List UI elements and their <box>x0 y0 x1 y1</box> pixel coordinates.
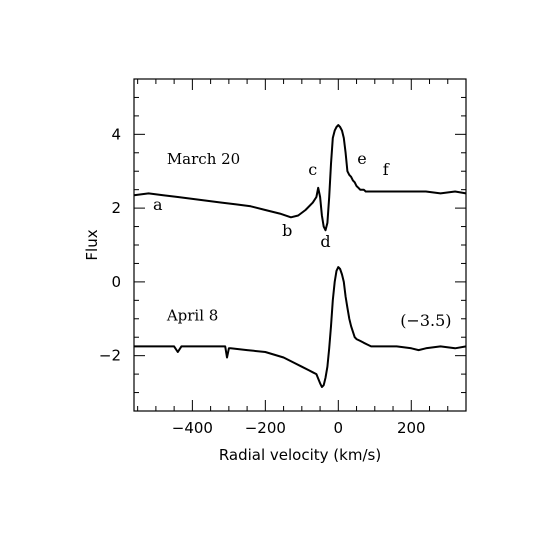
axis-ticks <box>134 78 467 412</box>
y-tick-labels: −2 0 2 4 <box>99 125 121 364</box>
annotation-label: e <box>357 149 366 168</box>
series-label: March 20 <box>167 150 240 168</box>
x-tick-label: 200 <box>397 419 426 437</box>
y-tick-label: 0 <box>111 273 121 291</box>
annotation-label: d <box>320 232 330 251</box>
x-tick-label: −200 <box>245 419 286 437</box>
x-tick-label: 0 <box>334 419 344 437</box>
annotation-label: a <box>153 195 163 214</box>
series-labels: March 20 April 8 <box>166 150 240 325</box>
series-lines <box>133 124 467 388</box>
series-line-0 <box>133 124 467 232</box>
annotation-label: b <box>282 221 292 240</box>
annotation-label: (−3.5) <box>400 311 451 330</box>
x-tick-labels: −400 −200 0 200 <box>172 419 426 437</box>
series-label: April 8 <box>166 307 219 325</box>
y-tick-label: −2 <box>99 347 121 365</box>
y-tick-label: 4 <box>111 125 121 143</box>
plot-frame <box>133 78 467 412</box>
x-axis-title: Radial velocity (km/s) <box>219 446 381 464</box>
series-line-1 <box>134 266 467 388</box>
annotation-label: c <box>308 160 317 179</box>
y-tick-label: 2 <box>111 199 121 217</box>
y-axis-title: Flux <box>83 229 101 260</box>
annotations: a b c d ef (−3.5) <box>153 149 452 330</box>
x-tick-label: −400 <box>172 419 213 437</box>
annotation-label: f <box>383 160 390 179</box>
